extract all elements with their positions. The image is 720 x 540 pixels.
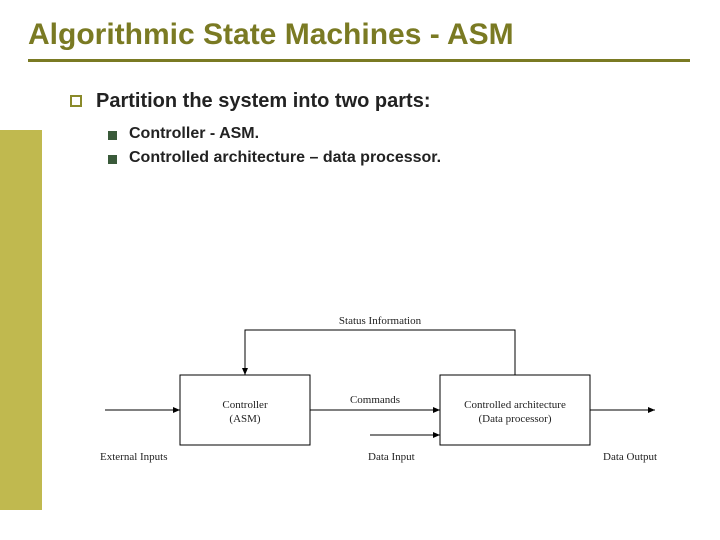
controlled-label-1: Controlled architecture bbox=[464, 399, 566, 411]
slide-title: Algorithmic State Machines - ASM bbox=[28, 18, 692, 53]
data-output-label: Data Output bbox=[603, 451, 657, 463]
hollow-square-icon bbox=[70, 95, 82, 107]
sub-bullet-list: Controller - ASM. Controlled architectur… bbox=[70, 125, 692, 167]
status-label: Status Information bbox=[339, 315, 422, 327]
title-underline bbox=[28, 59, 690, 62]
list-item: Controlled architecture – data processor… bbox=[108, 149, 692, 167]
external-inputs-label: External Inputs bbox=[100, 451, 168, 463]
commands-label: Commands bbox=[350, 394, 400, 406]
controller-label-1: Controller bbox=[222, 399, 268, 411]
sub-bullet-text: Controller - ASM. bbox=[129, 125, 259, 143]
data-input-label: Data Input bbox=[368, 451, 415, 463]
solid-square-icon bbox=[108, 155, 117, 164]
title-block: Algorithmic State Machines - ASM bbox=[0, 0, 720, 68]
solid-square-icon bbox=[108, 131, 117, 140]
block-diagram: Controller (ASM) Controlled architecture… bbox=[85, 300, 665, 490]
controller-label-2: (ASM) bbox=[229, 413, 261, 425]
list-item: Controller - ASM. bbox=[108, 125, 692, 143]
accent-sidebar bbox=[0, 130, 42, 510]
status-feedback-line bbox=[245, 330, 515, 375]
main-bullet-text: Partition the system into two parts: bbox=[96, 90, 430, 113]
content-area: Partition the system into two parts: Con… bbox=[0, 68, 720, 167]
main-bullet-row: Partition the system into two parts: bbox=[70, 90, 692, 113]
controlled-label-2: (Data processor) bbox=[479, 413, 552, 425]
sub-bullet-text: Controlled architecture – data processor… bbox=[129, 149, 441, 167]
